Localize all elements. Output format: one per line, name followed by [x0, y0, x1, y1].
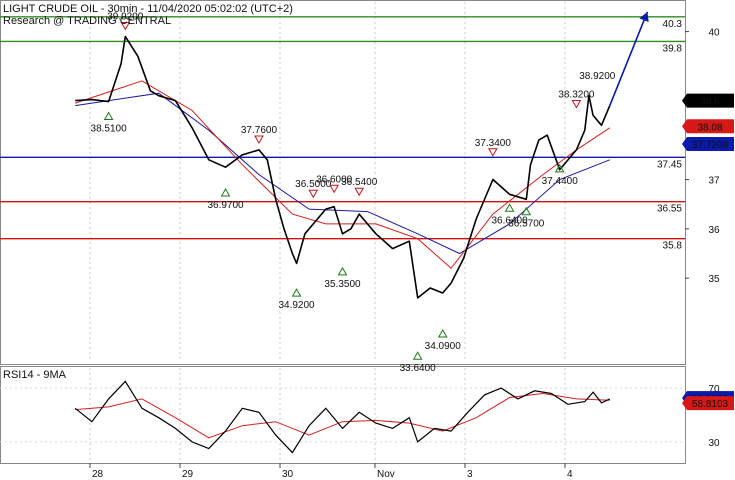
x-tick-label: 29	[182, 469, 194, 480]
swing-low-marker	[437, 329, 448, 338]
swing-low-label: 36.6400	[491, 215, 528, 226]
rsi-value-tag-bg	[687, 396, 734, 411]
swing-low-marker	[337, 266, 348, 276]
fast-moving-average	[75, 80, 611, 270]
swing-low-marker	[521, 206, 532, 216]
x-tick-label: 3	[467, 469, 473, 480]
swing-high-marker	[571, 99, 582, 109]
swing-high-label: 38.3200	[558, 89, 595, 100]
swing-low-marker	[291, 288, 302, 297]
level-label: 39.8	[663, 43, 683, 54]
axis-layer: 28 29 30 Nov 3 4 40 37 36 35 70 30	[89, 28, 720, 480]
rsi-panel-frame	[0, 366, 686, 464]
price-value-tag: 38.08	[697, 122, 722, 133]
level-label: 37.45	[657, 159, 682, 170]
price-value-tag: 37.7208	[692, 140, 729, 151]
rsi-line	[74, 380, 611, 454]
swing-low-label: 33.6400	[400, 363, 437, 374]
swing-high-marker	[254, 135, 264, 144]
price-value-tag-pointer	[682, 119, 687, 134]
swing-low-label: 36.9700	[207, 200, 244, 211]
swing-high-label: 37.7600	[241, 125, 278, 136]
swing-low-label: 34.0900	[425, 341, 462, 352]
series-layer	[75, 11, 649, 299]
price-value-tag-pointer	[682, 136, 687, 151]
swing-low-label: 35.3500	[324, 279, 361, 290]
y-tick-label: 40	[708, 28, 720, 39]
swing-high-label: 36.6000	[316, 174, 353, 185]
rsi-y-tick-label: 70	[708, 384, 720, 395]
x-tick-label: 28	[92, 469, 104, 480]
swing-low-marker	[504, 203, 515, 212]
swing-high-marker	[120, 22, 131, 31]
y-tick-label: 37	[708, 176, 720, 187]
swing-low-label: 36.5700	[508, 219, 545, 230]
rsi-value-tag-pointer	[682, 396, 687, 411]
swing-high-marker	[488, 148, 498, 157]
swing-low-marker	[220, 187, 231, 197]
swing-label: 38.9200	[579, 71, 616, 82]
chart-title: LIGHT CRUDE OIL - 30min - 11/04/2020 05:…	[3, 3, 293, 15]
x-tick-label: Nov	[377, 469, 395, 480]
swing-high-marker	[354, 187, 365, 197]
swing-low-label: 38.5100	[91, 124, 128, 135]
projection-arrow-line	[609, 11, 649, 106]
swing-low-marker	[554, 163, 565, 173]
price-value-tag-bg	[687, 93, 734, 108]
projection-arrow-head	[639, 11, 649, 23]
x-tick-label: 4	[567, 469, 573, 480]
price-value-tag: 38.6	[700, 97, 720, 108]
rsi-value-tag: 58.8103	[692, 399, 729, 410]
level-layer: 40.3 39.8 37.45 36.55 35.8	[0, 16, 685, 252]
rsi-y-tick-label: 30	[708, 438, 720, 449]
swing-high-marker	[329, 184, 340, 194]
swing-high-label: 37.3400	[475, 138, 512, 149]
slow-moving-average	[75, 92, 610, 255]
rsi-layer	[74, 380, 611, 454]
price-value-tag-bg	[687, 119, 734, 134]
marker-layer: 39.9200 38.5100 37.7600 36.9700 36.500036.60…	[91, 12, 616, 375]
swing-low-marker	[412, 351, 423, 360]
price-panel-frame	[0, 0, 686, 365]
swing-low-label: 34.9200	[278, 300, 315, 311]
watermark: Research @ TRADING CENTRAL	[3, 15, 171, 27]
swing-high-label: 39.9200	[107, 12, 144, 23]
level-label: 35.8	[663, 241, 683, 252]
level-label: 40.3	[663, 19, 683, 30]
swing-low-marker	[103, 111, 114, 121]
swing-low-label: 37.4400	[542, 176, 579, 187]
price-value-tag-pointer	[682, 93, 687, 108]
level-label: 36.55	[657, 204, 682, 215]
swing-high-label: 36.5400	[341, 177, 378, 188]
x-tick-label: 30	[282, 469, 294, 480]
swing-high-label: 36.5000	[295, 179, 332, 190]
y-tick-label: 36	[708, 225, 720, 236]
price-value-tag-bg	[687, 136, 734, 151]
rsi-title: RSI14 - 9MA	[3, 369, 67, 381]
rsi-moving-average	[75, 392, 610, 439]
swing-high-marker	[308, 189, 319, 199]
y-tick-label: 35	[708, 274, 720, 285]
price-line	[75, 35, 611, 299]
